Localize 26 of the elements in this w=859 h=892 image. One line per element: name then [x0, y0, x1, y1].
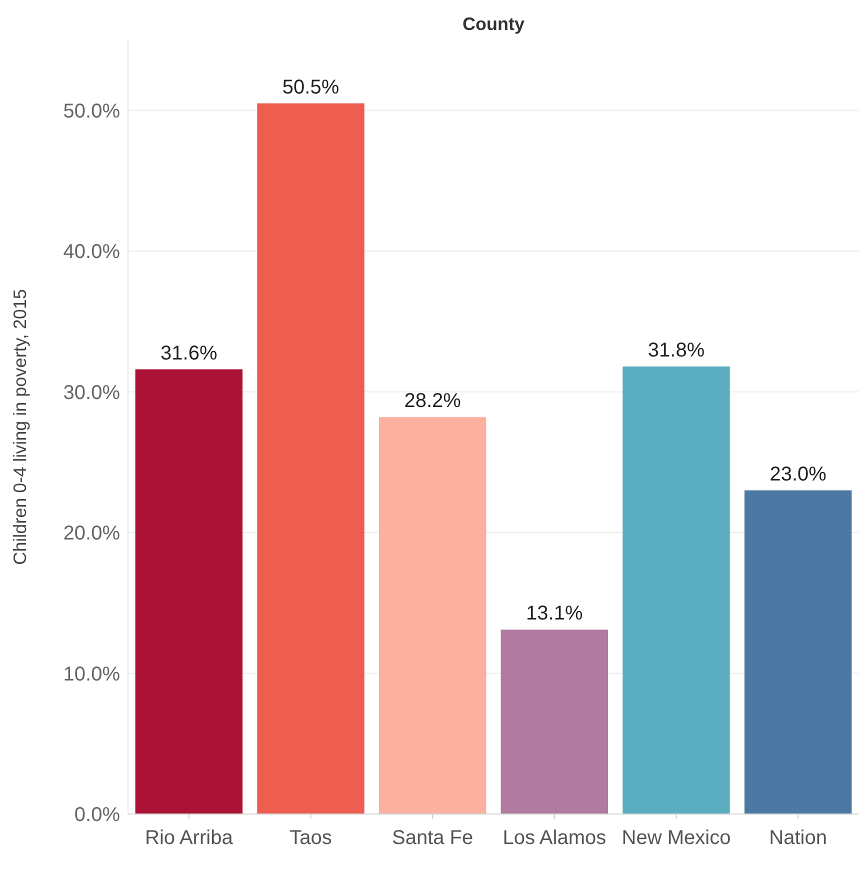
- y-tick-label: 20.0%: [63, 522, 120, 545]
- data-label: 13.1%: [526, 602, 583, 625]
- data-label: 31.8%: [648, 339, 705, 362]
- y-tick-label: 0.0%: [74, 804, 120, 826]
- y-tick-label: 10.0%: [63, 663, 120, 686]
- y-tick-label: 50.0%: [63, 100, 120, 122]
- data-label: 28.2%: [404, 390, 462, 412]
- bar: [257, 103, 364, 814]
- y-axis-title: Children 0-4 living in poverty, 2015: [10, 289, 30, 565]
- data-label: 31.6%: [160, 342, 218, 364]
- x-tick-label: Santa Fe: [392, 827, 474, 849]
- bar: [500, 630, 608, 814]
- bar: [622, 366, 730, 814]
- y-tick-label: 40.0%: [63, 241, 120, 264]
- bar: [744, 490, 852, 814]
- x-tick-label: Los Alamos: [502, 827, 606, 849]
- x-tick-label: New Mexico: [622, 827, 731, 849]
- chart-title: County: [462, 14, 524, 34]
- x-tick-label: Taos: [290, 827, 332, 849]
- data-label: 50.5%: [282, 76, 340, 98]
- y-tick-label: 30.0%: [63, 382, 120, 404]
- bar: [135, 369, 243, 814]
- x-tick-label: Nation: [769, 827, 827, 849]
- bar: [378, 417, 486, 814]
- x-tick-label: Rio Arriba: [145, 827, 234, 849]
- data-label: 23.0%: [770, 463, 827, 486]
